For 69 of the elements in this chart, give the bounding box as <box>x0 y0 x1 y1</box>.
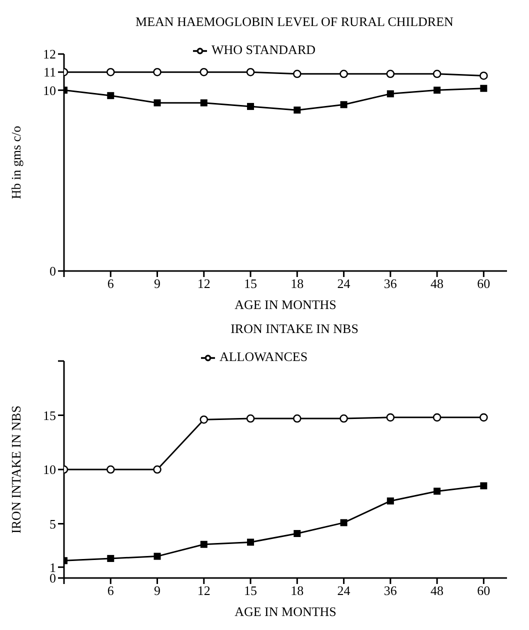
point <box>480 482 488 490</box>
point <box>247 538 254 546</box>
y-axis-title: Hb in gms c/o <box>8 126 24 200</box>
x-tick-label: 48 <box>430 276 444 292</box>
x-tick-label: 60 <box>477 583 490 598</box>
y-tick-label: 5 <box>50 516 56 532</box>
point <box>340 101 348 108</box>
point <box>246 68 255 76</box>
point <box>434 488 441 495</box>
x-tick-label: 36 <box>384 583 398 598</box>
x-tick-label: 48 <box>430 583 444 598</box>
point <box>386 497 394 504</box>
x-tick-label: 6 <box>107 583 114 598</box>
x-tick-label: 9 <box>154 583 161 598</box>
y-tick-label: 0 <box>50 264 56 279</box>
y-tick-label: 10 <box>43 462 56 478</box>
point <box>200 68 208 76</box>
point <box>480 84 488 92</box>
point <box>294 530 301 538</box>
chart-title: MEAN HAEMOGLOBIN LEVEL OF RURAL CHILDREN <box>134 14 454 30</box>
point <box>340 414 348 423</box>
point <box>106 465 115 474</box>
x-tick-label: 15 <box>244 583 258 598</box>
point <box>107 92 114 100</box>
point <box>480 72 488 80</box>
x-tick-label: 12 <box>197 583 210 598</box>
point <box>340 519 348 526</box>
x-tick-label: 9 <box>154 276 161 292</box>
x-tick-label: 18 <box>290 583 304 598</box>
point <box>153 465 162 474</box>
x-tick-label: 36 <box>384 276 398 292</box>
x-tick-label: 60 <box>477 276 490 292</box>
point <box>246 414 255 423</box>
point <box>293 70 302 78</box>
point <box>293 414 302 423</box>
point <box>200 415 208 424</box>
point <box>247 102 254 110</box>
legend-label: ALLOWANCES <box>219 349 308 364</box>
point <box>200 540 208 548</box>
point <box>154 99 161 106</box>
point <box>434 86 441 94</box>
point <box>106 68 115 76</box>
point <box>386 70 395 78</box>
x-axis-title: AGE IN MONTHS <box>234 604 336 619</box>
point <box>432 413 442 422</box>
point <box>107 554 114 562</box>
point <box>386 90 394 98</box>
x-tick-label: 15 <box>244 276 258 292</box>
x-axis-title: AGE IN MONTHS <box>234 297 336 312</box>
point <box>200 99 208 106</box>
y-tick-label: 11 <box>43 64 56 80</box>
legend-label: WHO STANDARD <box>211 42 316 57</box>
point <box>154 552 161 560</box>
point <box>480 413 488 422</box>
x-tick-label: 18 <box>290 276 304 292</box>
y-tick-label: 15 <box>43 408 56 423</box>
y-tick-label: 12 <box>43 46 56 62</box>
point <box>386 413 395 422</box>
x-tick-label: 24 <box>337 583 351 598</box>
y-tick-label: 10 <box>43 82 56 98</box>
x-tick-label: 24 <box>337 276 351 292</box>
x-tick-label: 6 <box>107 276 114 292</box>
point <box>340 70 348 78</box>
y-axis-title: IRON INTAKE IN NBS <box>8 406 24 534</box>
point <box>294 106 301 114</box>
point <box>153 68 162 76</box>
chart-title: IRON INTAKE IN NBS <box>230 321 360 337</box>
x-tick-label: 12 <box>197 276 210 292</box>
point <box>432 70 442 78</box>
